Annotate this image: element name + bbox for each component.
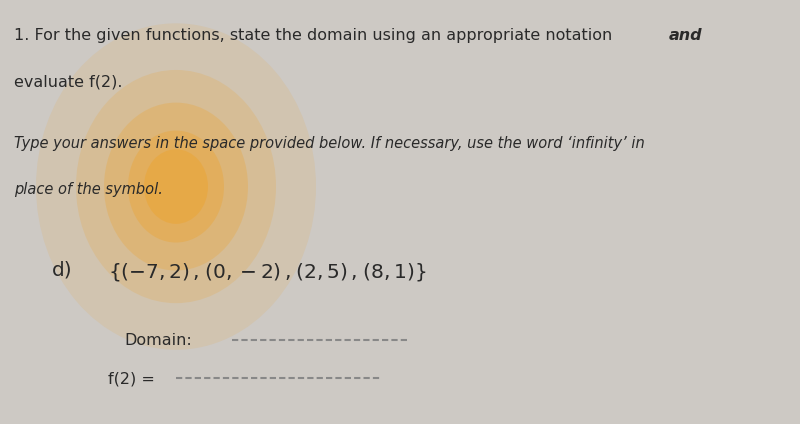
Text: evaluate f(2).: evaluate f(2). [14, 74, 123, 89]
Text: 1. For the given functions, state the domain using an appropriate notation: 1. For the given functions, state the do… [14, 28, 618, 42]
Text: $\{(-7, 2)\,{,}\;(0, -2)\,{,}\;(2, 5)\,{,}\;(8, 1)\}$: $\{(-7, 2)\,{,}\;(0, -2)\,{,}\;(2, 5)\,{… [108, 261, 426, 283]
Text: d): d) [52, 261, 73, 280]
Text: f(2) =: f(2) = [108, 371, 155, 386]
Ellipse shape [36, 23, 316, 350]
Text: and: and [669, 28, 702, 42]
Ellipse shape [144, 149, 208, 224]
Text: Domain:: Domain: [124, 333, 192, 348]
Text: place of the symbol.: place of the symbol. [14, 182, 163, 197]
Ellipse shape [128, 131, 224, 243]
Text: Type your answers in the space provided below. If necessary, use the word ‘infin: Type your answers in the space provided … [14, 136, 645, 151]
Ellipse shape [76, 70, 276, 303]
Ellipse shape [104, 103, 248, 271]
